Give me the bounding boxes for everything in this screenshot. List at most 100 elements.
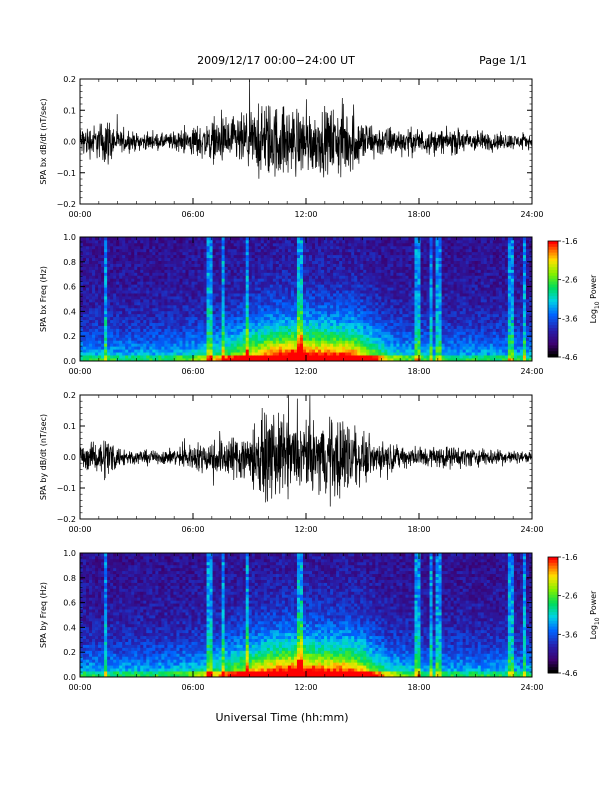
- heat-cell: [203, 296, 207, 300]
- heat-cell: [236, 257, 241, 262]
- heat-cell: [312, 287, 316, 291]
- heat-cell: [146, 293, 150, 297]
- heat-cell: [278, 304, 283, 309]
- heat-cell: [381, 316, 385, 321]
- heat-cell: [351, 251, 355, 256]
- heat-cell: [197, 331, 201, 335]
- heat-cell: [324, 307, 328, 312]
- heat-cell: [306, 293, 310, 297]
- heat-cell: [275, 328, 280, 332]
- heat-cell: [402, 349, 406, 353]
- heat-cell: [128, 237, 132, 241]
- heat-cell: [170, 352, 174, 356]
- heat-cell: [269, 299, 274, 303]
- heat-cell: [309, 313, 313, 318]
- heat-cell: [369, 293, 373, 297]
- heat-cell: [260, 281, 265, 285]
- heat-cell: [182, 355, 186, 359]
- heat-cell: [342, 346, 346, 350]
- heat-cell: [345, 239, 349, 244]
- heat-cell: [80, 266, 84, 270]
- heat-cell: [221, 301, 226, 306]
- heat-cell: [158, 281, 162, 285]
- heat-cell: [348, 349, 352, 353]
- heat-cell: [161, 239, 165, 244]
- heat-cell: [281, 293, 286, 297]
- heat-cell: [248, 299, 253, 303]
- heat-cell: [152, 310, 156, 315]
- heat-cell: [257, 272, 262, 276]
- heat-cell: [149, 290, 153, 294]
- heat-cell: [375, 328, 379, 332]
- heat-cell: [342, 340, 346, 344]
- heat-cell: [251, 358, 256, 362]
- heat-cell: [269, 239, 274, 244]
- heat-cell: [179, 325, 183, 329]
- heat-cell: [209, 343, 213, 347]
- heat-cell: [197, 343, 201, 347]
- heat-cell: [272, 275, 277, 279]
- heat-cell: [230, 322, 235, 326]
- heat-cell: [125, 290, 129, 294]
- heat-cell: [336, 245, 340, 250]
- heat-cell: [182, 304, 186, 309]
- heat-cell: [312, 237, 316, 241]
- heat-cell: [155, 272, 159, 276]
- heat-cell: [134, 287, 138, 291]
- heat-cell: [278, 263, 283, 267]
- heat-cell: [408, 242, 412, 247]
- heat-cell: [242, 263, 247, 267]
- heat-cell: [411, 251, 415, 256]
- heat-cell: [269, 304, 274, 309]
- heat-cell: [351, 242, 355, 247]
- heat-cell: [89, 307, 93, 312]
- heat-cell: [254, 331, 259, 335]
- heat-cell: [330, 343, 334, 347]
- heat-cell: [408, 334, 412, 338]
- heat-cell: [357, 242, 361, 247]
- heat-cell: [290, 269, 295, 273]
- heat-cell: [318, 278, 322, 282]
- heat-cell: [390, 322, 394, 326]
- heat-cell: [393, 269, 397, 273]
- heat-cell: [351, 284, 355, 288]
- heat-cell: [200, 313, 204, 318]
- heat-cell: [396, 260, 400, 264]
- heat-cell: [167, 304, 171, 309]
- heat-cell: [339, 254, 343, 259]
- heat-cell: [318, 322, 322, 326]
- heat-cell: [137, 284, 141, 288]
- heat-cell: [122, 248, 126, 253]
- heat-cell: [176, 355, 180, 359]
- heat-cell: [251, 328, 256, 332]
- heat-cell: [290, 355, 295, 359]
- heat-cell: [387, 299, 391, 303]
- heat-cell: [164, 358, 168, 362]
- heat-cell: [312, 301, 316, 306]
- heat-cell: [296, 245, 301, 250]
- heat-cell: [402, 278, 406, 282]
- heat-cell: [281, 290, 286, 294]
- heat-cell: [324, 325, 328, 329]
- heat-cell: [185, 346, 189, 350]
- heat-cell: [245, 337, 250, 341]
- heat-cell: [257, 263, 262, 267]
- heat-cell: [122, 328, 126, 332]
- heat-cell: [200, 263, 204, 267]
- heat-cell: [272, 272, 277, 276]
- heat-cell: [372, 331, 376, 335]
- heat-cell: [284, 307, 289, 312]
- heat-cell: [405, 266, 409, 270]
- heat-cell: [369, 355, 373, 359]
- heat-cell: [354, 334, 358, 338]
- heat-cell: [188, 304, 192, 309]
- heat-cell: [369, 319, 373, 324]
- heat-cell: [170, 346, 174, 350]
- heat-cell: [387, 245, 391, 250]
- heat-cell: [414, 278, 418, 282]
- heat-cell: [366, 337, 370, 341]
- heat-cell: [390, 275, 394, 279]
- heat-cell: [83, 358, 87, 362]
- heat-cell: [170, 325, 174, 329]
- heat-cell: [278, 322, 283, 326]
